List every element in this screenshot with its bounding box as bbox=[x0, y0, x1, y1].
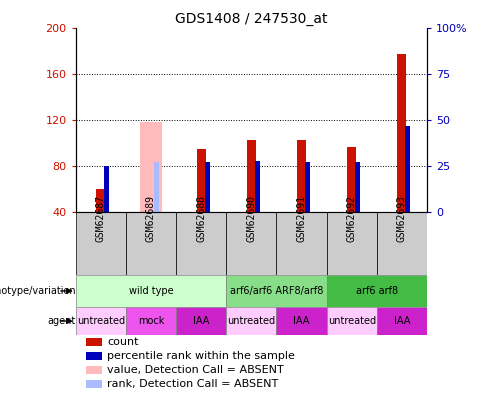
Bar bbox=[76, 307, 126, 335]
Bar bbox=[377, 307, 427, 335]
Bar bbox=[204, 162, 210, 212]
Bar bbox=[226, 307, 276, 335]
Bar bbox=[397, 53, 407, 212]
Text: agent: agent bbox=[47, 316, 76, 326]
Bar bbox=[377, 212, 427, 275]
Bar bbox=[226, 275, 326, 307]
Bar bbox=[86, 338, 102, 346]
Bar bbox=[247, 140, 256, 212]
Bar bbox=[76, 212, 126, 275]
Bar bbox=[126, 307, 176, 335]
Bar bbox=[176, 212, 226, 275]
Bar bbox=[140, 122, 162, 212]
Bar bbox=[276, 307, 326, 335]
Text: GSM62692: GSM62692 bbox=[346, 195, 357, 242]
Text: genotype/variation: genotype/variation bbox=[0, 286, 76, 296]
Text: GSM62687: GSM62687 bbox=[96, 195, 106, 242]
Bar bbox=[104, 166, 109, 212]
Bar bbox=[255, 161, 260, 212]
Text: GSM62691: GSM62691 bbox=[297, 195, 306, 242]
Text: rank, Detection Call = ABSENT: rank, Detection Call = ABSENT bbox=[107, 379, 279, 389]
Text: wild type: wild type bbox=[129, 286, 173, 296]
Text: GSM62693: GSM62693 bbox=[397, 195, 407, 242]
Text: arf6 arf8: arf6 arf8 bbox=[356, 286, 398, 296]
Text: GSM62690: GSM62690 bbox=[246, 195, 256, 242]
Text: untreated: untreated bbox=[227, 316, 275, 326]
Text: GSM62689: GSM62689 bbox=[146, 195, 156, 242]
Bar bbox=[326, 275, 427, 307]
Bar bbox=[326, 307, 377, 335]
Bar bbox=[86, 379, 102, 388]
Text: mock: mock bbox=[138, 316, 164, 326]
Bar bbox=[96, 189, 105, 212]
Text: percentile rank within the sample: percentile rank within the sample bbox=[107, 351, 295, 361]
Bar bbox=[347, 147, 356, 212]
Bar bbox=[226, 212, 276, 275]
Text: arf6/arf6 ARF8/arf8: arf6/arf6 ARF8/arf8 bbox=[230, 286, 323, 296]
Text: GSM62688: GSM62688 bbox=[196, 195, 206, 242]
Text: untreated: untreated bbox=[327, 316, 376, 326]
Bar bbox=[76, 275, 226, 307]
Text: value, Detection Call = ABSENT: value, Detection Call = ABSENT bbox=[107, 365, 284, 375]
Bar bbox=[355, 162, 360, 212]
Text: IAA: IAA bbox=[394, 316, 410, 326]
Bar bbox=[406, 126, 410, 212]
Bar bbox=[326, 212, 377, 275]
Bar bbox=[126, 212, 176, 275]
Bar bbox=[154, 162, 160, 212]
Bar bbox=[305, 162, 310, 212]
Bar bbox=[276, 212, 326, 275]
Text: untreated: untreated bbox=[77, 316, 125, 326]
Title: GDS1408 / 247530_at: GDS1408 / 247530_at bbox=[175, 12, 327, 26]
Text: IAA: IAA bbox=[193, 316, 209, 326]
Text: count: count bbox=[107, 337, 139, 347]
Bar bbox=[197, 149, 205, 212]
Bar bbox=[86, 366, 102, 374]
Bar bbox=[86, 352, 102, 360]
Text: IAA: IAA bbox=[293, 316, 310, 326]
Bar bbox=[176, 307, 226, 335]
Bar bbox=[297, 140, 306, 212]
